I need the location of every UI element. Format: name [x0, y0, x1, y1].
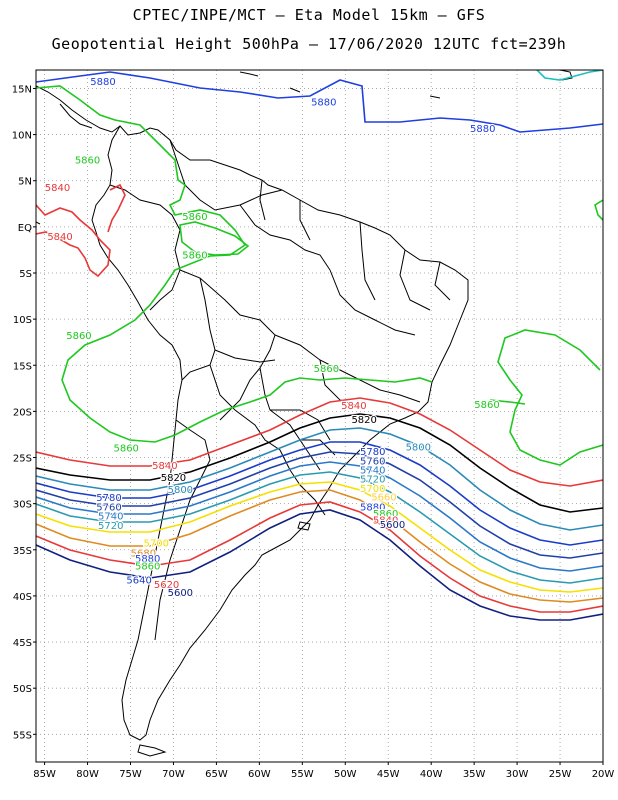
contour-label-5840: 5840 — [47, 232, 72, 243]
contour-5760 — [36, 451, 603, 559]
lat-tick-label: 45S — [13, 638, 32, 649]
contour-5620 — [36, 501, 603, 613]
contour-label-5800: 5800 — [406, 442, 431, 453]
contour-label-5740: 5740 — [360, 466, 385, 477]
contour-label-5660: 5660 — [371, 492, 396, 503]
contour-label-5880: 5880 — [470, 124, 495, 135]
lat-tick-label: EQ — [18, 223, 32, 234]
contour-label-5700: 5700 — [144, 538, 169, 549]
lon-tick-label: 50W — [334, 769, 357, 780]
contour-label-5860: 5860 — [314, 364, 339, 375]
contour-label-5620: 5620 — [154, 580, 179, 591]
contour-5900 — [536, 70, 603, 81]
lon-tick-label: 45W — [377, 769, 400, 780]
contour-label-5600: 5600 — [380, 520, 405, 531]
lon-tick-label: 85W — [33, 769, 56, 780]
lon-tick-label: 60W — [248, 769, 271, 780]
contour-label-5760: 5760 — [96, 502, 121, 513]
contour-label-5860: 5860 — [182, 212, 207, 223]
map-content: 5880588058805860586058605860586058605860… — [36, 70, 603, 757]
lon-tick-label: 55W — [291, 769, 314, 780]
contour-label-5600: 5600 — [168, 588, 193, 599]
contour-label-5780: 5780 — [96, 493, 121, 504]
map-frame — [35, 69, 604, 763]
contour-5740 — [36, 461, 603, 572]
contour-label-5880: 5880 — [311, 97, 336, 108]
contour-label-5860: 5860 — [474, 400, 499, 411]
lat-tick-label: 40S — [13, 592, 32, 603]
lat-tick-label: 15S — [13, 361, 32, 372]
latitude-axis: 15N 10N 5N EQ 5S 10S 15S 20S 25S 30S 35S 40S 45S 50S 5… — [12, 84, 36, 741]
contour-label-5860: 5860 — [135, 561, 160, 572]
contour-5680 — [36, 489, 603, 603]
contour-5840-pocket-b — [107, 183, 126, 233]
contour-label-5860: 5860 — [66, 331, 91, 342]
contour-label-5860: 5860 — [113, 443, 138, 454]
longitude-axis: 85W 80W 75W 70W 65W 60W 55W 50W 45W 40W 35W 30W 25W 2… — [33, 762, 614, 780]
contour-label-5880: 5880 — [360, 502, 385, 513]
grid — [36, 70, 604, 762]
contour-label-5700: 5700 — [360, 484, 385, 495]
lat-tick-label: 35S — [13, 546, 32, 557]
contour-label-5820: 5820 — [161, 473, 186, 484]
lon-tick-label: 40W — [420, 769, 443, 780]
lon-tick-label: 65W — [205, 769, 228, 780]
contour-5880-north — [36, 71, 603, 133]
lon-tick-label: 75W — [119, 769, 142, 780]
contour-5780 — [36, 441, 603, 546]
contour-label-5780: 5780 — [360, 447, 385, 458]
lon-tick-label: 25W — [549, 769, 572, 780]
contour-label-5720: 5720 — [360, 475, 385, 486]
lon-tick-label: 80W — [76, 769, 99, 780]
contour-5860-atlantic-b — [489, 399, 526, 405]
contour-5840 — [36, 397, 603, 487]
contour-label-5860: 5860 — [182, 251, 207, 262]
contour-label-5840: 5840 — [152, 461, 177, 472]
contour-5860-loop — [179, 221, 250, 256]
contour-label-5800: 5800 — [168, 485, 193, 496]
contour-5860-east — [594, 199, 603, 221]
contour-label-5740: 5740 — [98, 512, 123, 523]
contour-label-5880: 5880 — [90, 77, 115, 88]
contour-label-5840: 5840 — [341, 401, 366, 412]
contour-label-5680: 5680 — [131, 549, 156, 560]
contour-5700 — [36, 481, 603, 593]
contour-5800 — [36, 427, 603, 531]
contour-label-5840: 5840 — [373, 515, 398, 526]
lat-tick-label: 5S — [19, 269, 32, 280]
map-title: CPTEC/INPE/MCT – Eta Model 15km – GFS — [132, 6, 486, 24]
lon-tick-label: 30W — [506, 769, 529, 780]
land-boundaries — [36, 70, 573, 757]
contour-labels: 5880588058805860586058605860586058605860… — [44, 76, 501, 600]
contour-label-5760: 5760 — [360, 456, 385, 467]
contour-label-5860: 5860 — [75, 155, 100, 166]
lat-tick-label: 30S — [13, 500, 32, 511]
lat-tick-label: 50S — [13, 684, 32, 695]
lon-tick-label: 35W — [463, 769, 486, 780]
contour-label-5640: 5640 — [126, 575, 151, 586]
contour-5840-pocket — [36, 204, 111, 278]
lat-tick-label: 10N — [12, 131, 32, 142]
lat-tick-label: 15N — [12, 84, 32, 95]
contour-label-5840: 5840 — [45, 183, 70, 194]
lon-tick-label: 20W — [592, 769, 615, 780]
lon-tick-label: 70W — [162, 769, 185, 780]
contour-label-5880: 5880 — [135, 554, 160, 565]
contour-label-5860: 5860 — [373, 509, 398, 520]
contour-5720 — [36, 471, 603, 584]
contour-5600 — [36, 509, 603, 621]
lat-tick-label: 55S — [13, 730, 32, 741]
lat-tick-label: 10S — [13, 315, 32, 326]
contour-5860-north — [36, 85, 433, 443]
map-subtitle: Geopotential Height 500hPa – 17/06/2020 … — [51, 35, 567, 53]
contour-label-5820: 5820 — [351, 415, 376, 426]
lat-tick-label: 25S — [13, 454, 32, 465]
contour-5820 — [36, 413, 603, 513]
lat-tick-label: 5N — [18, 177, 32, 188]
contour-5860-atlantic — [497, 329, 603, 466]
lat-tick-label: 20S — [13, 407, 32, 418]
contour-label-5720: 5720 — [98, 521, 123, 532]
height-contours — [36, 70, 603, 621]
